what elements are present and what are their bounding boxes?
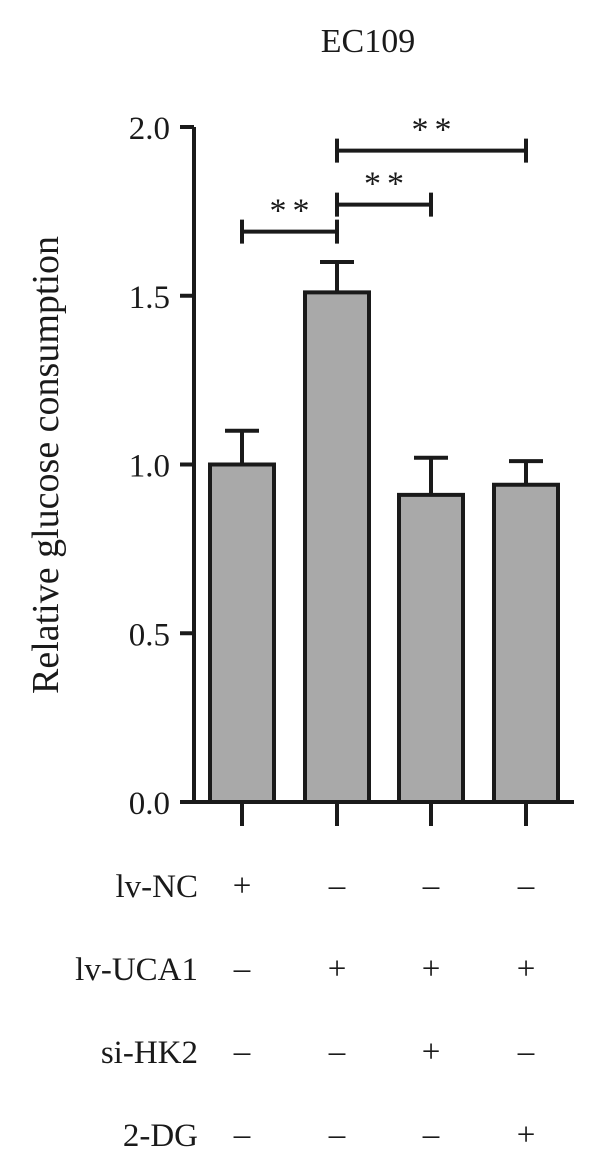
- bar: [492, 482, 560, 804]
- condition-sign: –: [233, 1117, 251, 1153]
- error-bars: [225, 260, 543, 495]
- condition-sign: +: [422, 1034, 441, 1070]
- condition-label: si-HK2: [101, 1035, 198, 1071]
- condition-label: lv-UCA1: [75, 952, 198, 988]
- condition-sign: +: [517, 951, 536, 987]
- condition-sign: –: [328, 1117, 346, 1153]
- error-bar: [509, 459, 543, 485]
- significance-bracket: **: [335, 166, 433, 217]
- condition-sign: –: [233, 951, 251, 987]
- condition-sign: –: [328, 868, 346, 904]
- bar: [397, 492, 465, 804]
- condition-sign: –: [422, 1117, 440, 1153]
- x-axis-ticks: [240, 802, 528, 826]
- condition-label: lv-NC: [116, 869, 199, 905]
- error-bar: [320, 260, 354, 293]
- bar: [208, 462, 276, 804]
- y-tick-label: 0.0: [129, 786, 170, 822]
- condition-label: 2-DG: [123, 1118, 198, 1154]
- bar: [303, 290, 371, 804]
- y-axis-label: Relative glucose consumption: [25, 236, 67, 694]
- condition-sign: –: [233, 1034, 251, 1070]
- significance-brackets: ******: [240, 112, 528, 244]
- condition-sign: +: [328, 951, 347, 987]
- y-tick-label: 0.5: [129, 617, 170, 653]
- condition-sign: +: [517, 1117, 536, 1153]
- condition-sign: +: [233, 868, 252, 904]
- y-tick-label: 1.0: [129, 449, 170, 485]
- y-tick-label: 2.0: [129, 111, 170, 147]
- error-bar: [414, 455, 448, 495]
- significance-bracket: **: [240, 193, 339, 244]
- significance-bracket: **: [335, 112, 528, 163]
- bars: [208, 290, 560, 804]
- significance-label: **: [412, 112, 458, 149]
- condition-sign: –: [328, 1034, 346, 1070]
- significance-label: **: [270, 193, 316, 230]
- error-bar: [225, 428, 259, 465]
- condition-sign: –: [517, 868, 535, 904]
- y-tick-label: 1.5: [129, 280, 170, 316]
- condition-sign: +: [422, 951, 441, 987]
- significance-label: **: [364, 166, 410, 203]
- condition-sign: –: [517, 1034, 535, 1070]
- y-axis-ticks: 0.0 0.5 1.0 1.5 2.0: [129, 111, 194, 822]
- condition-sign: –: [422, 868, 440, 904]
- condition-table: lv-NC + – – –lv-UCA1– + + +si-HK2– – + –2-DG – – – +: [75, 868, 535, 1154]
- chart-title: EC109: [321, 23, 415, 60]
